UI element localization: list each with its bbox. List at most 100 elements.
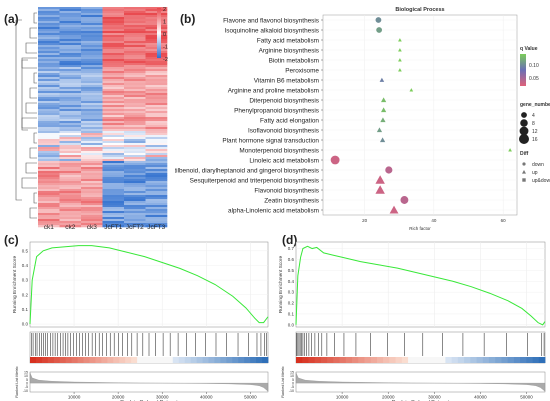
heatmap-cell [38, 87, 60, 90]
heatmap-cell [38, 155, 60, 158]
heatmap-cell [124, 97, 146, 100]
rank-color-segment [370, 357, 378, 363]
heatmap-cell [81, 49, 103, 52]
heatmap-cell [59, 69, 82, 72]
heatmap-cell [102, 41, 125, 44]
es-tick-label: 0.4 [288, 279, 295, 284]
q-tick-label: 0.10 [529, 63, 539, 69]
es-tick-label: 0.4 [22, 263, 29, 268]
heatmap-cell [59, 77, 82, 80]
rank-color-segment [178, 357, 186, 363]
heatmap-cell [145, 217, 168, 220]
heatmap-cell [38, 43, 60, 46]
heatmap-cell [81, 99, 103, 102]
heatmap-cell [38, 143, 60, 146]
heatmap-cell [38, 19, 60, 22]
rank-color-segment [302, 357, 309, 363]
heatmap-column-label: ck3 [87, 224, 98, 231]
rank-color-segment [488, 357, 496, 363]
x-tick-label: 30000 [156, 395, 169, 400]
heatmap-cell [145, 125, 168, 128]
heatmap-cell [124, 143, 146, 146]
heatmap-cell [81, 215, 103, 218]
heatmap-cell [81, 51, 103, 54]
heatmap-cell [124, 223, 146, 226]
heatmap-cell [124, 213, 146, 216]
heatmap-cell [81, 197, 103, 200]
heatmap-cell [59, 183, 82, 186]
heatmap-cell [102, 117, 125, 120]
heatmap-cell [145, 225, 168, 228]
heatmap-cell [81, 163, 103, 166]
es-tick-label: 0.5 [288, 268, 295, 273]
heatmap-cell [145, 141, 168, 144]
rank-color-segment [65, 357, 73, 363]
rank-color-segment [538, 357, 546, 363]
heatmap-cell [59, 83, 82, 86]
heatmap-cell [59, 41, 82, 44]
dendrogram-branch [33, 132, 37, 144]
es-tick-label: 0.1 [22, 307, 29, 312]
heatmap-cell [38, 75, 60, 78]
heatmap-cell [145, 213, 168, 216]
heatmap-cell [38, 123, 60, 126]
heatmap-cell [102, 31, 125, 34]
heatmap-cell [124, 113, 146, 116]
heatmap-cell [124, 129, 146, 132]
heatmap-cell [102, 221, 125, 224]
metric-tick-label: 5 [26, 378, 28, 382]
heatmap-cell [59, 175, 82, 178]
x-tick-label: 20000 [112, 395, 125, 400]
es-tick-label: 0.1 [288, 312, 295, 317]
heatmap-cell [102, 49, 125, 52]
legend-title-diff: Diff [520, 151, 529, 157]
heatmap-cell [38, 209, 60, 212]
heatmap-cell [59, 181, 82, 184]
heatmap-cell [102, 183, 125, 186]
heatmap-cell [124, 87, 146, 90]
heatmap-cell [102, 65, 125, 68]
rank-color-segment [83, 357, 90, 363]
heatmap-cell [145, 29, 168, 32]
heatmap-column-label: JcFT2 [126, 224, 144, 231]
rank-color-segment [314, 357, 322, 363]
metric-tick-label: -10 [23, 389, 28, 393]
rank-color-segment [250, 357, 257, 363]
heatmap-cell [124, 13, 146, 16]
heatmap-cell [124, 221, 146, 224]
heatmap-cell [145, 23, 168, 26]
diff-legend-label: up [532, 170, 538, 176]
heatmap-cell [124, 103, 146, 106]
heatmap-cell [102, 143, 125, 146]
heatmap-cell [124, 201, 146, 204]
heatmap-cell [81, 203, 103, 206]
heatmap-cell [124, 181, 146, 184]
heatmap-cell [145, 91, 168, 94]
heatmap-cell [124, 205, 146, 208]
heatmap-cell [38, 205, 60, 208]
heatmap-column-label: ck1 [44, 224, 55, 231]
dendrogram-branch [25, 42, 37, 54]
heatmap-cell [59, 47, 82, 50]
data-point [400, 196, 409, 204]
heatmap-cell [81, 223, 103, 226]
heatmap-cell [81, 77, 103, 80]
heatmap-cell [124, 59, 146, 62]
heatmap-cell [81, 69, 103, 72]
heatmap-cell [124, 123, 146, 126]
heatmap-cell [102, 57, 125, 60]
heatmap-cell [81, 211, 103, 214]
heatmap-cell [59, 201, 82, 204]
heatmap-cell [145, 55, 168, 58]
heatmap-cell [81, 173, 103, 176]
heatmap-cell [81, 47, 103, 50]
heatmap-cell [38, 33, 60, 36]
heatmap-cell [38, 89, 60, 92]
heatmap-cell [59, 51, 82, 54]
heatmap-cell [124, 151, 146, 154]
x-axis-label: Rich factor [409, 226, 431, 231]
es-tick-label: 0.0 [288, 322, 295, 327]
rank-color-segment [47, 357, 55, 363]
heatmap-cell [81, 35, 103, 38]
heatmap-cell [145, 49, 168, 52]
